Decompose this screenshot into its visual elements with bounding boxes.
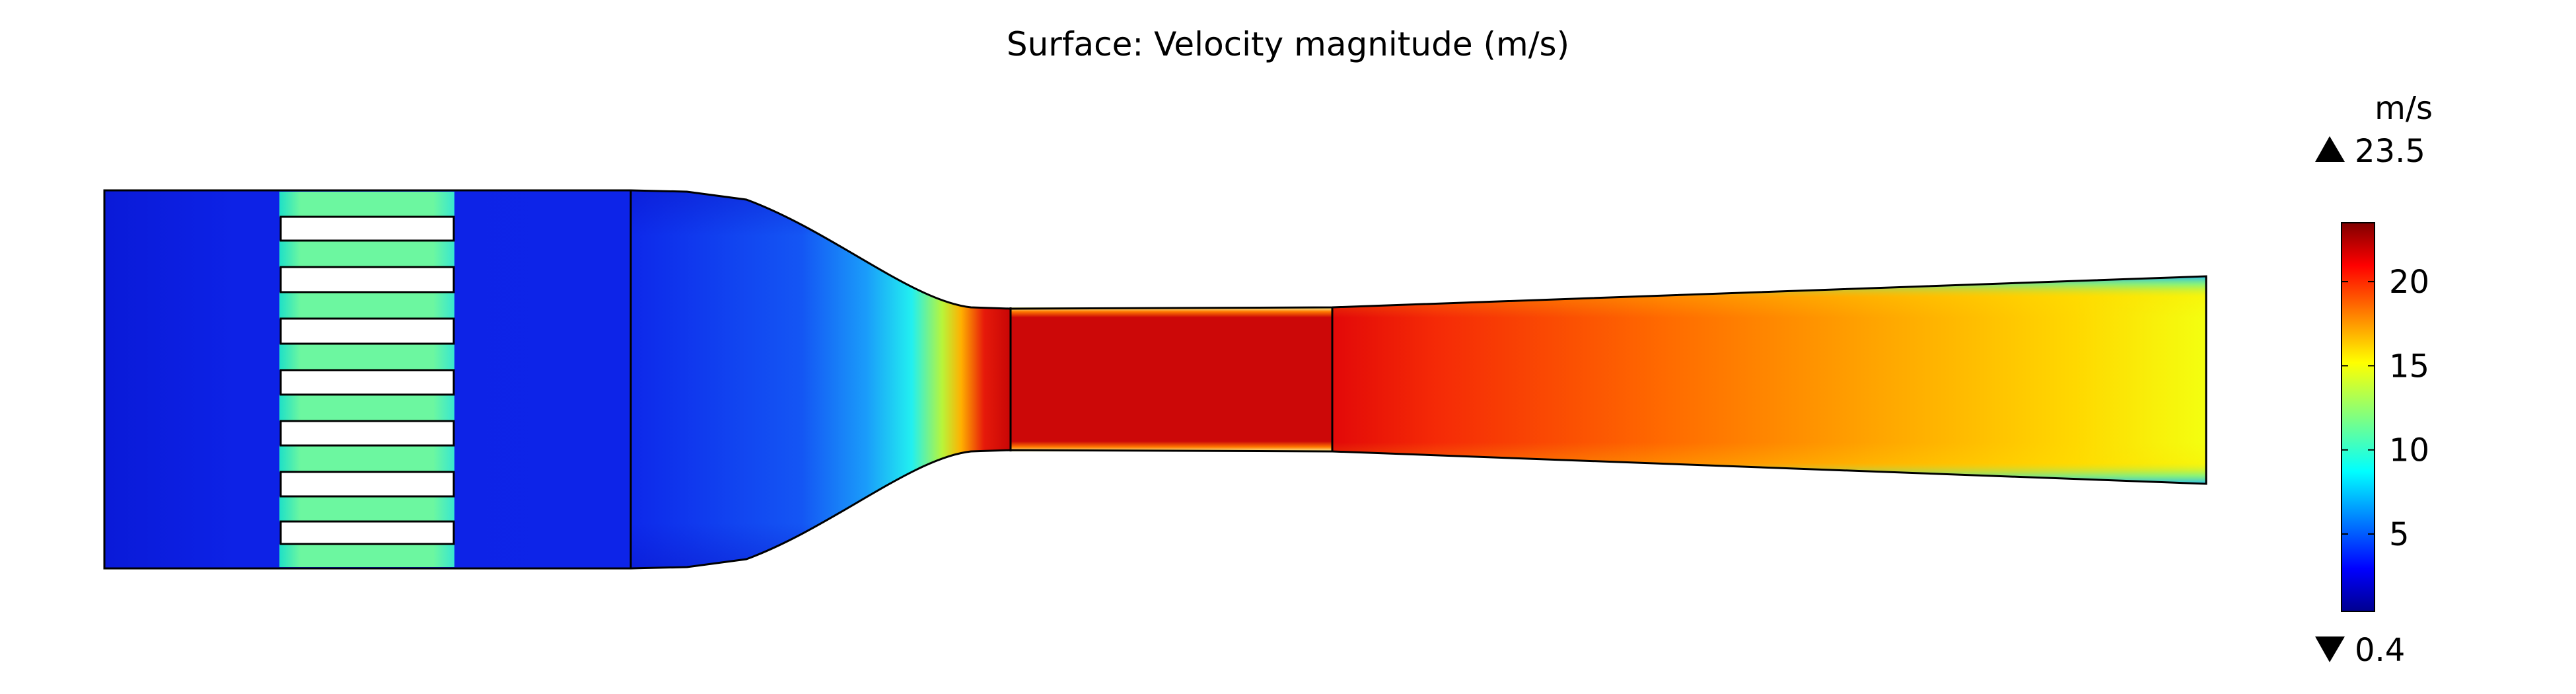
colorbar-max-label: 23.5 — [2355, 133, 2425, 170]
colorbar-tick-label: 20 — [2389, 264, 2429, 301]
test-section-region — [1011, 307, 1332, 451]
colorbar-gradient — [2341, 222, 2375, 612]
max-triangle-icon — [2315, 136, 2345, 162]
colorbar-tick-label: 15 — [2389, 348, 2429, 385]
min-triangle-icon — [2315, 636, 2345, 662]
colorbar-tick-label: 10 — [2389, 432, 2429, 469]
baffle-channels — [279, 192, 454, 567]
colorbar-min-label: 0.4 — [2355, 632, 2405, 669]
plot-title: Surface: Velocity magnitude (m/s) — [1007, 25, 1569, 63]
colorbar-tick-label: 5 — [2389, 516, 2410, 553]
colorbar-legend: m/s 23.5 5 10 15 20 0.4 — [2315, 90, 2433, 669]
colorbar-unit: m/s — [2375, 90, 2433, 127]
baffle-plates — [279, 215, 455, 545]
geometry-outline — [103, 189, 2207, 570]
tunnel-geometry — [103, 189, 2207, 570]
colorbar-ticks: 5 10 15 20 — [2342, 264, 2429, 553]
